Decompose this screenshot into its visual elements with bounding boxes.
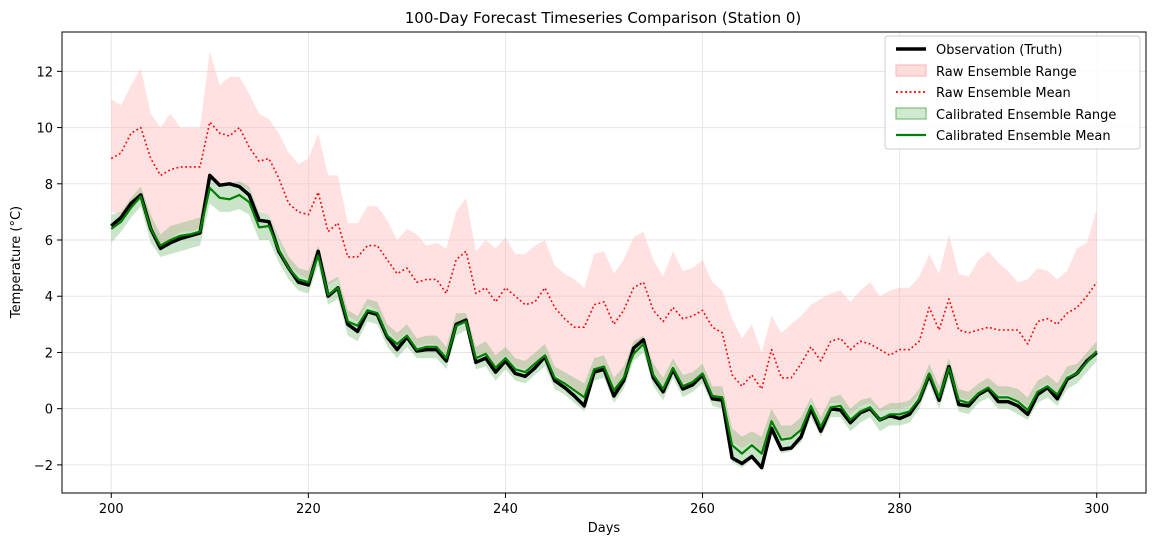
y-axis-label: Temperature (°C): [9, 206, 24, 319]
x-axis-label: Days: [588, 521, 621, 536]
x-tick-label: 240: [493, 502, 518, 517]
x-tick-label: 280: [887, 502, 912, 517]
legend-label-raw-mean: Raw Ensemble Mean: [936, 86, 1071, 101]
x-tick-label: 260: [690, 502, 715, 517]
legend-box: [884, 35, 1141, 150]
calibrated-ensemble-mean-line: [110, 186, 1098, 455]
raw-ensemble-mean-line: [110, 121, 1098, 390]
y-tick-label: 10: [36, 122, 53, 137]
y-tick-label: 2: [45, 346, 53, 361]
x-tick-label: 200: [99, 502, 124, 517]
x-tick-label: 220: [296, 502, 321, 517]
y-tick-label: 8: [45, 178, 53, 193]
y-tick-label: 0: [45, 403, 53, 418]
plot-frame: [61, 31, 1147, 494]
axis-ticks: 200 220 240 260 280 300 −2 0 2 4 6 8 10 12: [34, 65, 1109, 517]
legend-label-observation: Observation (Truth): [936, 43, 1062, 58]
legend-swatch-raw-range: [895, 64, 927, 77]
raw-ensemble-range-band: [111, 51, 1097, 451]
x-tick-label: 300: [1084, 502, 1109, 517]
y-tick-label: 6: [45, 234, 53, 249]
legend-label-calibrated-range: Calibrated Ensemble Range: [936, 108, 1116, 123]
legend-label-raw-range: Raw Ensemble Range: [936, 65, 1077, 80]
legend: Observation (Truth) Raw Ensemble Range R…: [884, 35, 1141, 150]
legend-swatch-calibrated-range: [895, 107, 927, 120]
y-tick-label: 4: [45, 290, 53, 305]
y-tick-label: −2: [34, 459, 53, 474]
y-tick-label: 12: [36, 65, 53, 80]
chart-title: 100-Day Forecast Timeseries Comparison (…: [405, 9, 802, 27]
series-lines: [110, 121, 1098, 470]
ensemble-bands: [111, 51, 1097, 468]
legend-label-calibrated-mean: Calibrated Ensemble Mean: [936, 129, 1111, 144]
